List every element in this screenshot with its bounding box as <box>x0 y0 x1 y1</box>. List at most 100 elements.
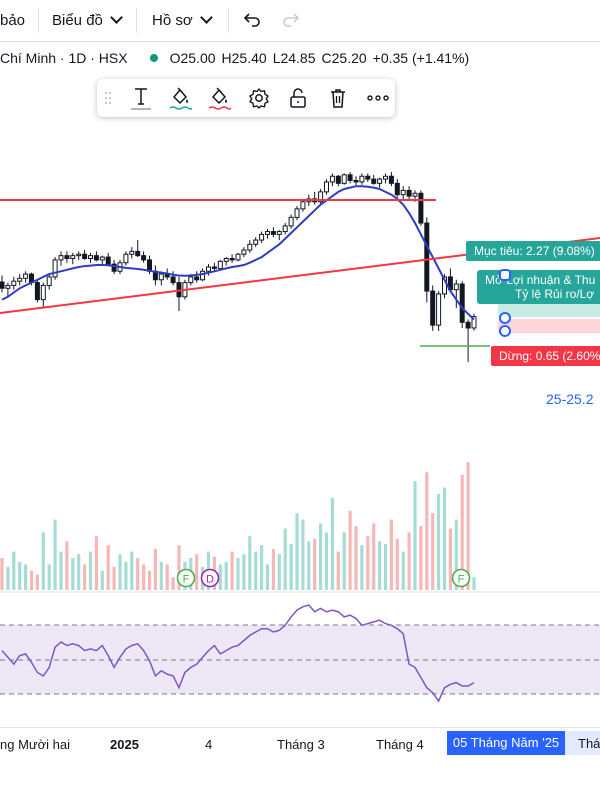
candle <box>436 291 442 331</box>
volume-bar <box>295 513 299 590</box>
profile-menu-button[interactable]: Hồ sơ <box>152 0 213 41</box>
position-info-line2: Tỷ lệ Rủi ro/Lợ <box>515 287 595 301</box>
candle <box>359 173 365 185</box>
toolbar-partial-label[interactable]: bảo <box>0 12 26 29</box>
handle-mid[interactable] <box>499 312 511 324</box>
settings-gear-icon[interactable] <box>244 79 274 117</box>
volume-bar <box>47 564 51 590</box>
volume-bar <box>248 536 252 590</box>
market-status-icon <box>149 54 158 62</box>
x-tick-label-partial: Thá <box>578 736 600 751</box>
crosshair-date-band <box>565 731 600 755</box>
candle <box>329 173 335 187</box>
ohlc-open: O25.00 <box>169 50 216 66</box>
volume-bar <box>130 551 134 590</box>
event-badge[interactable]: F <box>176 568 196 588</box>
volume-bar <box>442 487 447 590</box>
candle <box>88 252 93 263</box>
volume-bar <box>35 574 39 590</box>
candle <box>383 173 388 184</box>
volume-bar <box>401 551 405 590</box>
ohlc-close: C25.20 <box>321 50 367 66</box>
candle <box>34 279 40 303</box>
volume-bar <box>289 543 293 590</box>
volume-bar <box>159 561 163 590</box>
target-label[interactable]: Mục tiêu: 2.27 (9.08%) <box>466 241 600 261</box>
candle <box>453 279 459 309</box>
volume-bar <box>236 558 240 590</box>
volume-bar <box>319 523 323 590</box>
handle-top[interactable] <box>499 269 511 281</box>
volume-bar <box>383 543 388 590</box>
crosshair-date-label: 05 Tháng Năm '25 <box>447 731 565 755</box>
chart-menu-button[interactable]: Biểu đồ <box>52 0 123 41</box>
volume-bar <box>254 551 258 590</box>
profit-zone[interactable] <box>498 303 600 317</box>
candle <box>388 172 394 187</box>
redo-icon[interactable] <box>282 12 300 30</box>
drag-handle-icon[interactable] <box>99 79 117 117</box>
candle <box>17 274 23 286</box>
volume-bar <box>336 551 340 590</box>
event-badge[interactable]: D <box>200 568 220 588</box>
candle <box>211 262 217 272</box>
toolbar-divider <box>136 8 137 33</box>
volume-bar <box>29 570 34 590</box>
volume-bar <box>277 554 281 590</box>
undo-icon[interactable] <box>243 12 261 30</box>
candle <box>64 251 70 263</box>
volume-bar <box>389 519 393 590</box>
candle <box>0 275 5 293</box>
event-badge-letter: F <box>183 574 190 586</box>
candle <box>52 257 58 280</box>
fill-color-icon[interactable] <box>204 79 234 117</box>
candle <box>465 319 471 362</box>
handle-bottom[interactable] <box>499 325 511 337</box>
volume-bar <box>94 536 98 590</box>
volume-bar <box>41 532 45 590</box>
volume-bar <box>147 570 152 590</box>
ohlc-high: H25.40 <box>221 50 267 66</box>
volume-bar <box>6 566 10 590</box>
volume-bar <box>24 564 28 590</box>
volume-bar <box>242 554 246 590</box>
x-tick-label: Tháng 3 <box>277 737 325 752</box>
candle <box>247 240 253 253</box>
candle <box>40 282 46 309</box>
candle <box>341 173 347 185</box>
loss-zone[interactable] <box>498 319 600 333</box>
more-options-icon[interactable] <box>363 79 393 117</box>
symbol-title[interactable]: Chí Minh · 1D · HSX <box>0 50 128 66</box>
volume-bar <box>454 519 458 590</box>
symbol-legend: Chí Minh · 1D · HSX O25.00 H25.40 L24.85 C25… <box>0 50 469 66</box>
volume-bar <box>59 551 63 590</box>
x-tick-label: ng Mười hai <box>0 737 70 752</box>
volume-bar <box>106 545 110 590</box>
candle <box>76 251 82 260</box>
trash-icon[interactable] <box>323 79 353 117</box>
candle <box>259 231 265 243</box>
stop-label[interactable]: Dừng: 0.65 (2.60% <box>491 346 600 366</box>
text-tool-icon[interactable] <box>126 79 156 117</box>
unlock-icon[interactable] <box>283 79 313 117</box>
candle <box>312 191 318 205</box>
candle <box>459 281 465 328</box>
volume-bar <box>153 549 157 590</box>
candle <box>129 247 135 259</box>
candle <box>276 230 282 241</box>
volume-bar <box>12 551 16 590</box>
candle <box>377 177 383 188</box>
volume-bar <box>448 528 452 590</box>
candle <box>23 271 29 283</box>
candle <box>371 174 377 185</box>
volume-bar <box>230 551 234 590</box>
volume-bar <box>77 554 81 590</box>
toolbar-divider <box>228 8 229 33</box>
top-toolbar: bảo Biểu đồ Hồ sơ <box>0 0 600 42</box>
volume-bar <box>413 481 417 590</box>
event-badge[interactable]: F <box>451 568 471 588</box>
line-color-icon[interactable] <box>165 79 195 117</box>
volume-bar <box>195 554 199 590</box>
position-info-box[interactable]: Mở Lợi nhuận & Thu Tỷ lệ Rủi ro/Lợ <box>477 270 600 304</box>
